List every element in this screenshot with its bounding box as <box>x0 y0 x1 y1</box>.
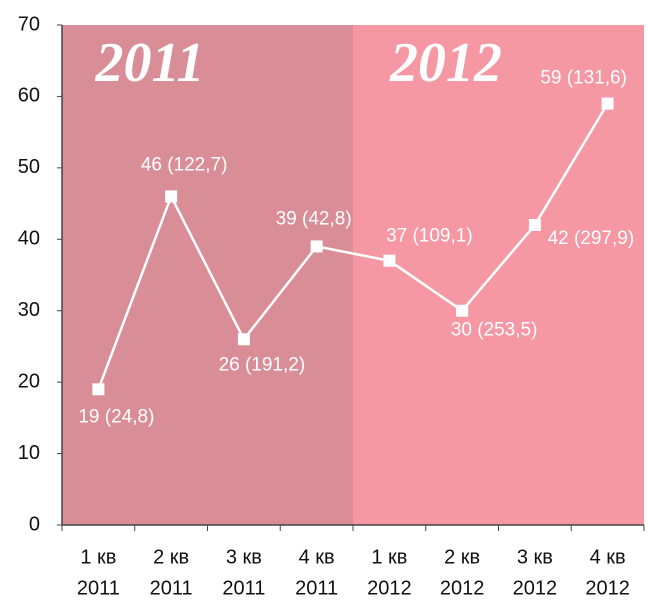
year-label: 2011 <box>95 32 205 94</box>
y-tick-label: 0 <box>29 513 40 535</box>
marker <box>310 240 323 253</box>
marker <box>528 219 541 231</box>
y-tick-label: 20 <box>18 370 40 392</box>
y-tick-label: 10 <box>18 442 40 464</box>
y-tick-label: 40 <box>18 228 40 250</box>
data-label: 19 (24,8) <box>78 406 154 427</box>
x-tick-label: 2011 <box>222 577 265 599</box>
series-line <box>97 102 609 390</box>
x-tick-label: 2 кв <box>153 546 189 568</box>
y-tick-label: 30 <box>18 299 40 321</box>
data-label: 30 (253,5) <box>451 320 538 341</box>
x-tick-label: 1 кв <box>80 546 116 568</box>
x-tick-label: 1 кв <box>371 546 407 568</box>
x-tick-label: 4 кв <box>299 546 335 568</box>
x-tick-label: 2011 <box>77 577 120 599</box>
x-tick-label: 4 кв <box>590 546 626 568</box>
y-tick-label: 70 <box>18 13 40 35</box>
year-band <box>62 25 353 525</box>
x-tick-label: 3 кв <box>517 546 553 568</box>
y-tick-label: 60 <box>18 85 40 107</box>
x-tick-label: 2 кв <box>444 546 480 568</box>
data-label: 26 (191,2) <box>219 354 306 375</box>
x-tick-label: 2012 <box>367 577 412 599</box>
x-tick-label: 3 кв <box>226 546 262 568</box>
marker <box>456 304 469 317</box>
x-tick-label: 2012 <box>440 577 485 599</box>
data-label: 39 (42,8) <box>276 208 352 229</box>
x-tick-label: 2011 <box>150 577 193 599</box>
x-tick-label: 2012 <box>585 577 630 599</box>
data-label: 37 (109,1) <box>386 226 473 247</box>
y-tick-label: 50 <box>18 156 40 178</box>
marker <box>383 254 396 267</box>
marker <box>92 383 105 396</box>
x-tick-label: 2012 <box>513 577 558 599</box>
marker <box>237 333 250 346</box>
marker <box>165 190 178 203</box>
data-label: 59 (131,6) <box>540 68 627 89</box>
x-tick-label: 2011 <box>295 577 338 599</box>
year-band <box>353 25 644 525</box>
year-label: 2012 <box>389 32 502 94</box>
marker <box>601 97 614 110</box>
data-label: 46 (122,7) <box>141 154 228 175</box>
data-label: 42 (297,9) <box>548 228 635 249</box>
